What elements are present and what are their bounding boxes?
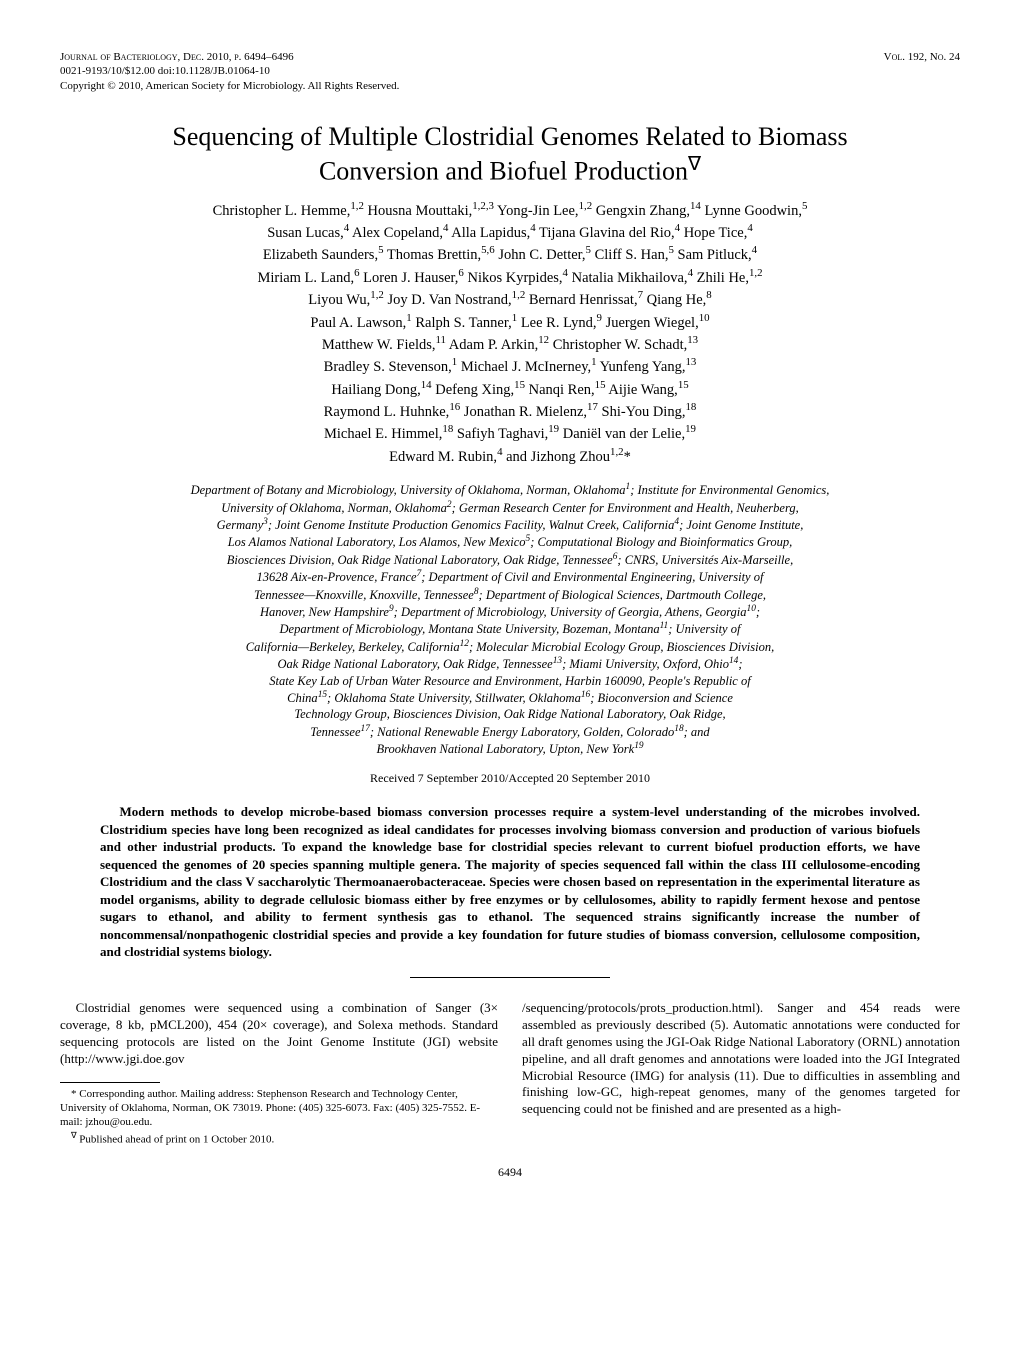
body-paragraph: /sequencing/protocols/prots_production.h… bbox=[522, 1000, 960, 1118]
copyright-line: Copyright © 2010, American Society for M… bbox=[60, 79, 960, 93]
footnote-rule bbox=[60, 1082, 160, 1083]
author-list: Christopher L. Hemme,1,2 Housna Mouttaki… bbox=[60, 199, 960, 468]
issn-doi: 0021-9193/10/$12.00 doi:10.1128/JB.01064… bbox=[60, 64, 960, 78]
footnote-nabla-icon: ∇ bbox=[71, 1131, 77, 1140]
received-accepted: Received 7 September 2010/Accepted 20 Se… bbox=[60, 771, 960, 787]
page-header: Journal of Bacteriology, Dec. 2010, p. 6… bbox=[60, 50, 960, 64]
footnote-published: ∇ Published ahead of print on 1 October … bbox=[60, 1131, 498, 1147]
journal-line: Journal of Bacteriology, Dec. 2010, p. 6… bbox=[60, 50, 294, 64]
title-nabla-icon: ∇ bbox=[688, 154, 701, 175]
footnote-published-text: Published ahead of print on 1 October 20… bbox=[79, 1134, 274, 1146]
affiliations: Department of Botany and Microbiology, U… bbox=[60, 481, 960, 757]
page-number: 6494 bbox=[60, 1165, 960, 1181]
title-line-1: Sequencing of Multiple Clostridial Genom… bbox=[172, 122, 847, 151]
article-title: Sequencing of Multiple Clostridial Genom… bbox=[60, 121, 960, 189]
body-column-left: Clostridial genomes were sequenced using… bbox=[60, 1000, 498, 1147]
title-line-2: Conversion and Biofuel Production bbox=[319, 157, 688, 186]
volume-line: Vol. 192, No. 24 bbox=[884, 50, 960, 64]
body-paragraph: Clostridial genomes were sequenced using… bbox=[60, 1000, 498, 1068]
footnote-corresponding: * Corresponding author. Mailing address:… bbox=[60, 1087, 498, 1130]
section-divider bbox=[410, 977, 610, 978]
body-columns: Clostridial genomes were sequenced using… bbox=[60, 1000, 960, 1147]
body-column-right: /sequencing/protocols/prots_production.h… bbox=[522, 1000, 960, 1147]
abstract: Modern methods to develop microbe-based … bbox=[100, 803, 920, 961]
